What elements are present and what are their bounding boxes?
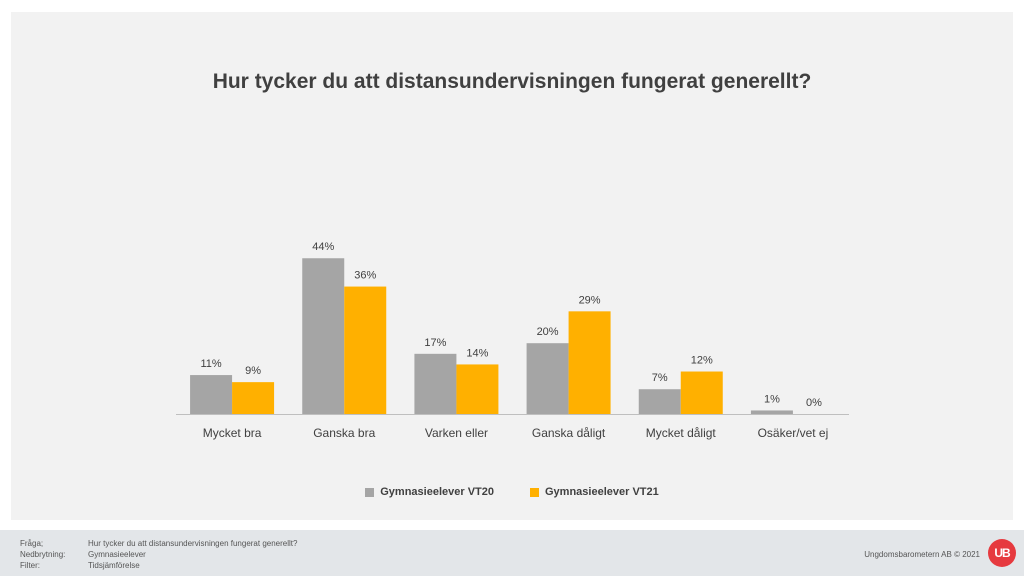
- data-label-vt21-ganska-d-ligt: 29%: [579, 294, 601, 306]
- bar-vt21-varken-eller: [456, 364, 499, 414]
- bar-vt21-ganska-bra: [344, 286, 387, 414]
- legend-swatch-vt21: [530, 487, 539, 497]
- meta-key-question: Fråga;: [20, 539, 44, 548]
- bar-vt20-ganska-bra: [302, 258, 345, 414]
- bar-vt21-mycket-d-ligt: [680, 371, 723, 414]
- x-tick-label-ganska-d-ligt: Ganska dåligt: [532, 426, 606, 440]
- meta-key-filter: Filter:: [20, 561, 40, 570]
- legend-item-vt21: Gymnasieelever VT21: [530, 486, 659, 498]
- legend-swatch-vt20: [365, 487, 375, 497]
- bar-vt21-mycket-bra: [232, 382, 275, 414]
- meta-value-breakdown: Gymnasieelever: [88, 550, 146, 559]
- bar-vt20-os-ker-vet-ej: [750, 410, 793, 414]
- meta-row-filter: Filter: Tidsjämförelse: [20, 560, 297, 571]
- chart-legend: Gymnasieelever VT20 Gymnasieelever VT21: [11, 486, 1013, 498]
- chart-panel: Hur tycker du att distansundervisningen …: [11, 12, 1013, 520]
- x-tick-label-os-ker-vet-ej: Osäker/vet ej: [758, 426, 829, 440]
- data-label-vt21-varken-eller: 14%: [466, 347, 488, 359]
- bar-vt20-mycket-bra: [190, 375, 233, 414]
- bar-chart: 11% 9% Mycket bra 44% 36% Ganska bra 17% 14% Var…: [176, 241, 849, 440]
- legend-label-vt20: Gymnasieelever VT20: [380, 486, 494, 498]
- legend-label-vt21: Gymnasieelever VT21: [545, 486, 659, 498]
- data-label-vt21-mycket-d-ligt: 12%: [691, 355, 713, 367]
- bar-vt20-ganska-d-ligt: [526, 343, 569, 414]
- bar-vt20-varken-eller: [414, 353, 457, 414]
- data-label-vt20-mycket-d-ligt: 7%: [652, 372, 668, 384]
- meta-row-question: Fråga; Hur tycker du att distansundervis…: [20, 538, 297, 549]
- data-label-vt20-ganska-d-ligt: 20%: [537, 326, 559, 338]
- chart-title: Hur tycker du att distansundervisningen …: [212, 70, 812, 93]
- data-label-vt21-mycket-bra: 9%: [245, 365, 261, 377]
- footer-bar: Fråga; Hur tycker du att distansundervis…: [0, 530, 1024, 576]
- meta-row-breakdown: Nedbrytning: Gymnasieelever: [20, 549, 297, 560]
- data-label-vt21-os-ker-vet-ej: 0%: [806, 397, 822, 409]
- data-label-vt21-ganska-bra: 36%: [354, 270, 376, 282]
- copyright-text: Ungdomsbarometern AB © 2021: [864, 550, 980, 559]
- x-tick-label-varken-eller: Varken eller: [425, 426, 488, 440]
- bar-vt21-ganska-d-ligt: [568, 311, 611, 414]
- footer-meta: Fråga; Hur tycker du att distansundervis…: [20, 538, 297, 571]
- data-label-vt20-os-ker-vet-ej: 1%: [764, 393, 780, 405]
- meta-value-question: Hur tycker du att distansundervisningen …: [88, 539, 298, 548]
- legend-item-vt20: Gymnasieelever VT20: [365, 486, 494, 498]
- ub-logo: UB: [988, 539, 1016, 567]
- x-tick-label-ganska-bra: Ganska bra: [313, 426, 375, 440]
- data-label-vt20-mycket-bra: 11%: [200, 358, 221, 370]
- meta-key-breakdown: Nedbrytning:: [20, 550, 66, 559]
- data-label-vt20-ganska-bra: 44%: [312, 241, 334, 253]
- x-tick-label-mycket-bra: Mycket bra: [203, 426, 262, 440]
- meta-value-filter: Tidsjämförelse: [88, 561, 140, 570]
- x-tick-label-mycket-d-ligt: Mycket dåligt: [646, 426, 717, 440]
- data-label-vt20-varken-eller: 17%: [424, 337, 446, 349]
- bar-vt20-mycket-d-ligt: [638, 389, 681, 414]
